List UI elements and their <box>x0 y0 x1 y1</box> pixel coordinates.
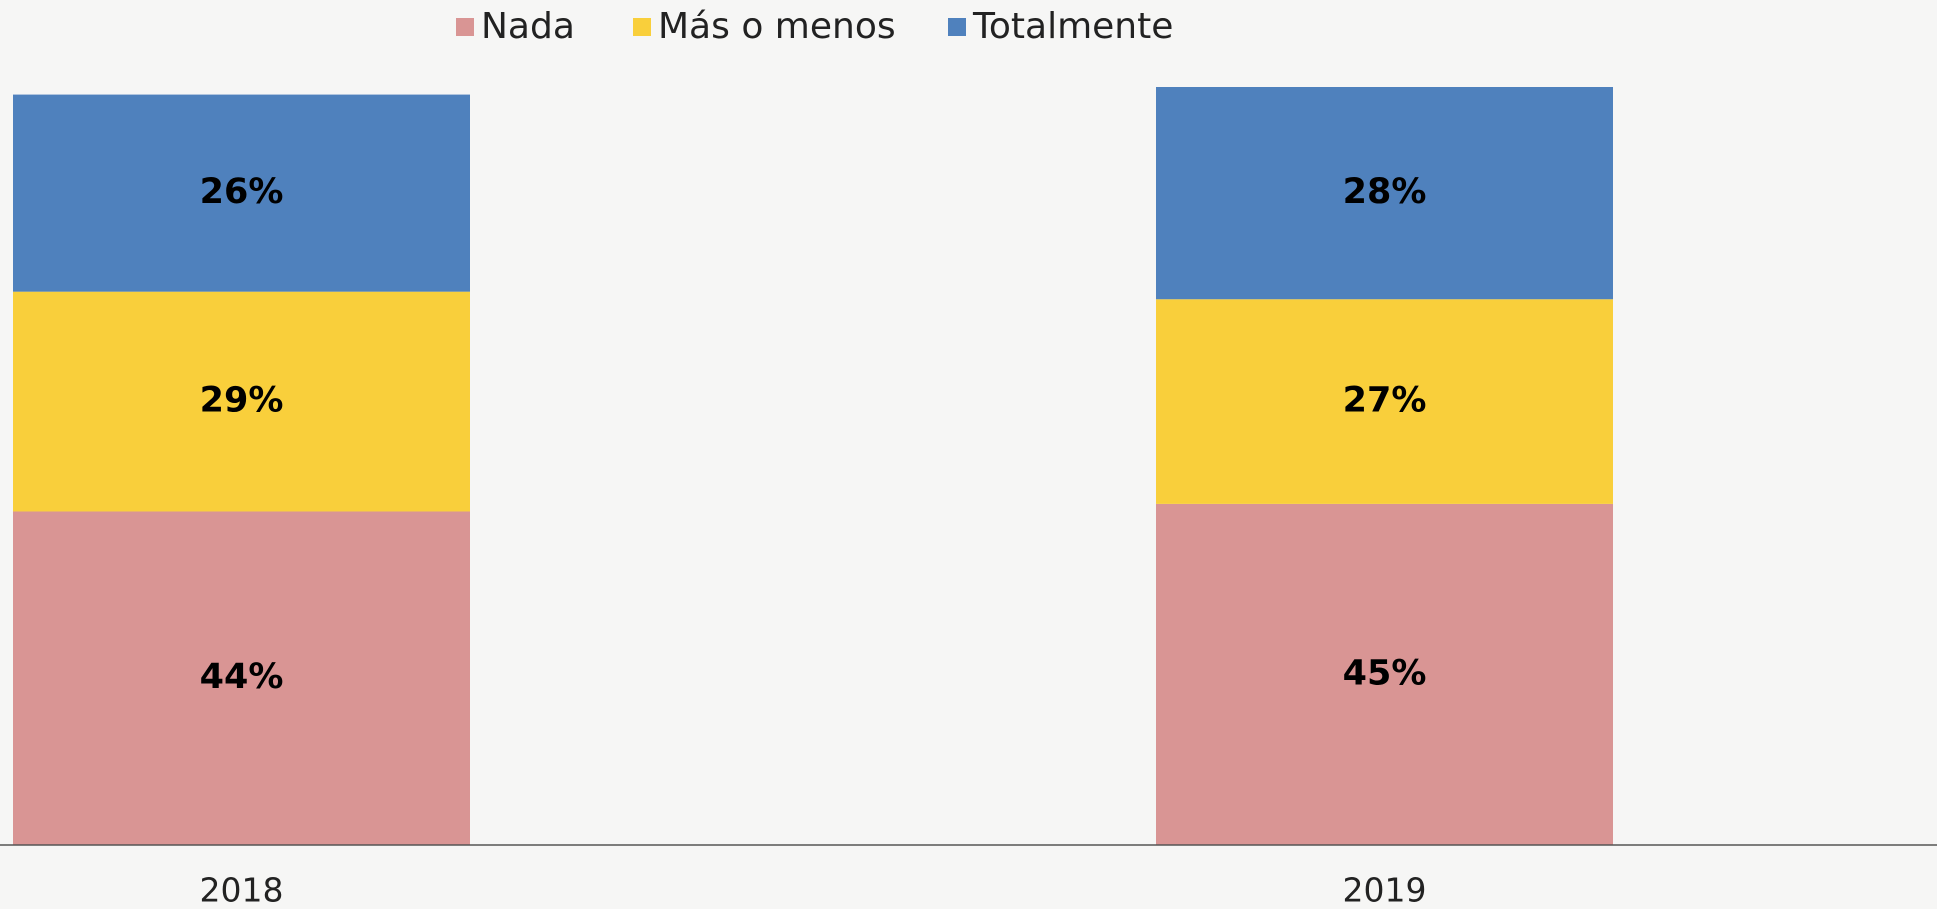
data-label: 27% <box>1343 381 1427 421</box>
legend-label: Nada <box>481 6 575 47</box>
chart: Nada Más o menos Totalmente 44% 29% 26% 2018 45… <box>0 0 1937 909</box>
data-label: 29% <box>200 381 284 421</box>
legend-swatch <box>948 18 966 36</box>
x-tick-label: 2019 <box>1343 871 1427 909</box>
data-label: 45% <box>1343 653 1427 693</box>
legend-label: Más o menos <box>658 6 896 47</box>
x-tick-label: 2018 <box>200 871 284 909</box>
data-label: 44% <box>200 657 284 697</box>
page: Nada Más o menos Totalmente 44% 29% 26% 2018 45… <box>0 0 1937 909</box>
legend-swatch <box>456 18 474 36</box>
data-label: 26% <box>200 172 284 212</box>
legend-swatch <box>633 18 651 36</box>
legend-label: Totalmente <box>972 6 1173 47</box>
data-label: 28% <box>1343 172 1427 212</box>
